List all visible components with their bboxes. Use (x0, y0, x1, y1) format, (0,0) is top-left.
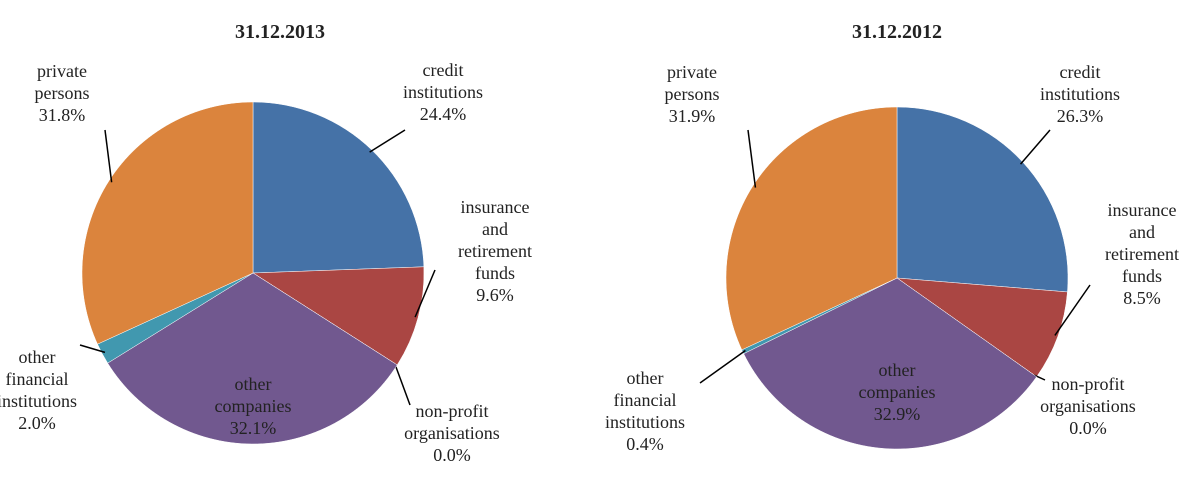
pie-slice (81, 101, 254, 345)
pie-slice (896, 106, 1069, 293)
category-label: private (37, 61, 87, 81)
value-label: 0.0% (1069, 418, 1107, 438)
category-label: and (1129, 222, 1155, 242)
data-label: credit institutions 26.3% (1040, 62, 1120, 126)
category-label: persons (35, 83, 90, 103)
data-label: other companies 32.9% (859, 360, 936, 424)
chart-title: 31.12.2013 (235, 21, 325, 43)
category-label: private (667, 62, 717, 82)
data-label: other companies 32.1% (215, 374, 292, 438)
pie-slice (107, 272, 398, 445)
category-label: institutions (605, 412, 685, 432)
pie-slice (896, 277, 1068, 378)
category-label: non-profit (1052, 374, 1125, 394)
leader-line (1033, 374, 1046, 381)
leader-line (1054, 284, 1091, 336)
leader-line (414, 269, 436, 318)
category-label: and (482, 219, 508, 239)
value-label: 32.1% (230, 418, 277, 438)
pie-slice (743, 277, 1037, 450)
value-label: 8.5% (1123, 288, 1161, 308)
chart-title: 31.12.2012 (852, 21, 942, 43)
category-label: other (19, 347, 56, 367)
category-label: institutions (0, 391, 77, 411)
data-label: private persons 31.8% (35, 61, 90, 125)
category-label: insurance (1108, 200, 1177, 220)
data-label: private persons 31.9% (665, 62, 720, 126)
category-label: retirement (1105, 244, 1179, 264)
leader-line (79, 344, 106, 354)
category-label: other (235, 374, 272, 394)
pie-slice (252, 101, 425, 274)
category-label: credit (1060, 62, 1101, 82)
category-label: persons (665, 84, 720, 104)
pie-slice (252, 266, 425, 366)
category-label: funds (1122, 266, 1162, 286)
category-label: other (627, 368, 664, 388)
category-label: institutions (403, 82, 483, 102)
leader-line (369, 129, 406, 153)
category-label: non-profit (416, 401, 489, 421)
category-label: insurance (461, 197, 530, 217)
value-label: 31.8% (39, 105, 86, 125)
category-label: companies (215, 396, 292, 416)
leader-line (747, 129, 757, 188)
value-label: 31.9% (669, 106, 716, 126)
category-label: other (879, 360, 916, 380)
data-label: non-profit organisations 0.0% (404, 401, 500, 465)
leader-line (393, 363, 411, 406)
data-label: other financial institutions 2.0% (0, 347, 77, 433)
category-label: retirement (458, 241, 532, 261)
category-label: credit (423, 60, 464, 80)
data-label: insurance and retirement funds 8.5% (1105, 200, 1179, 308)
pie-slice (725, 106, 898, 351)
category-label: financial (6, 369, 69, 389)
category-label: companies (859, 382, 936, 402)
data-label: other financial institutions 0.4% (605, 368, 685, 454)
value-label: 2.0% (18, 413, 56, 433)
value-label: 0.0% (433, 445, 471, 465)
data-label: credit institutions 24.4% (403, 60, 483, 124)
leader-line (1019, 129, 1051, 165)
data-label: non-profit organisations 0.0% (1040, 374, 1136, 438)
value-label: 0.4% (626, 434, 664, 454)
value-label: 24.4% (420, 104, 467, 124)
leader-line (104, 129, 113, 183)
value-label: 9.6% (476, 285, 514, 305)
category-label: financial (614, 390, 677, 410)
category-label: organisations (404, 423, 500, 443)
leader-line (699, 349, 746, 384)
category-label: organisations (1040, 396, 1136, 416)
category-label: institutions (1040, 84, 1120, 104)
value-label: 32.9% (874, 404, 921, 424)
data-label: insurance and retirement funds 9.6% (458, 197, 532, 305)
value-label: 26.3% (1057, 106, 1104, 126)
category-label: funds (475, 263, 515, 283)
